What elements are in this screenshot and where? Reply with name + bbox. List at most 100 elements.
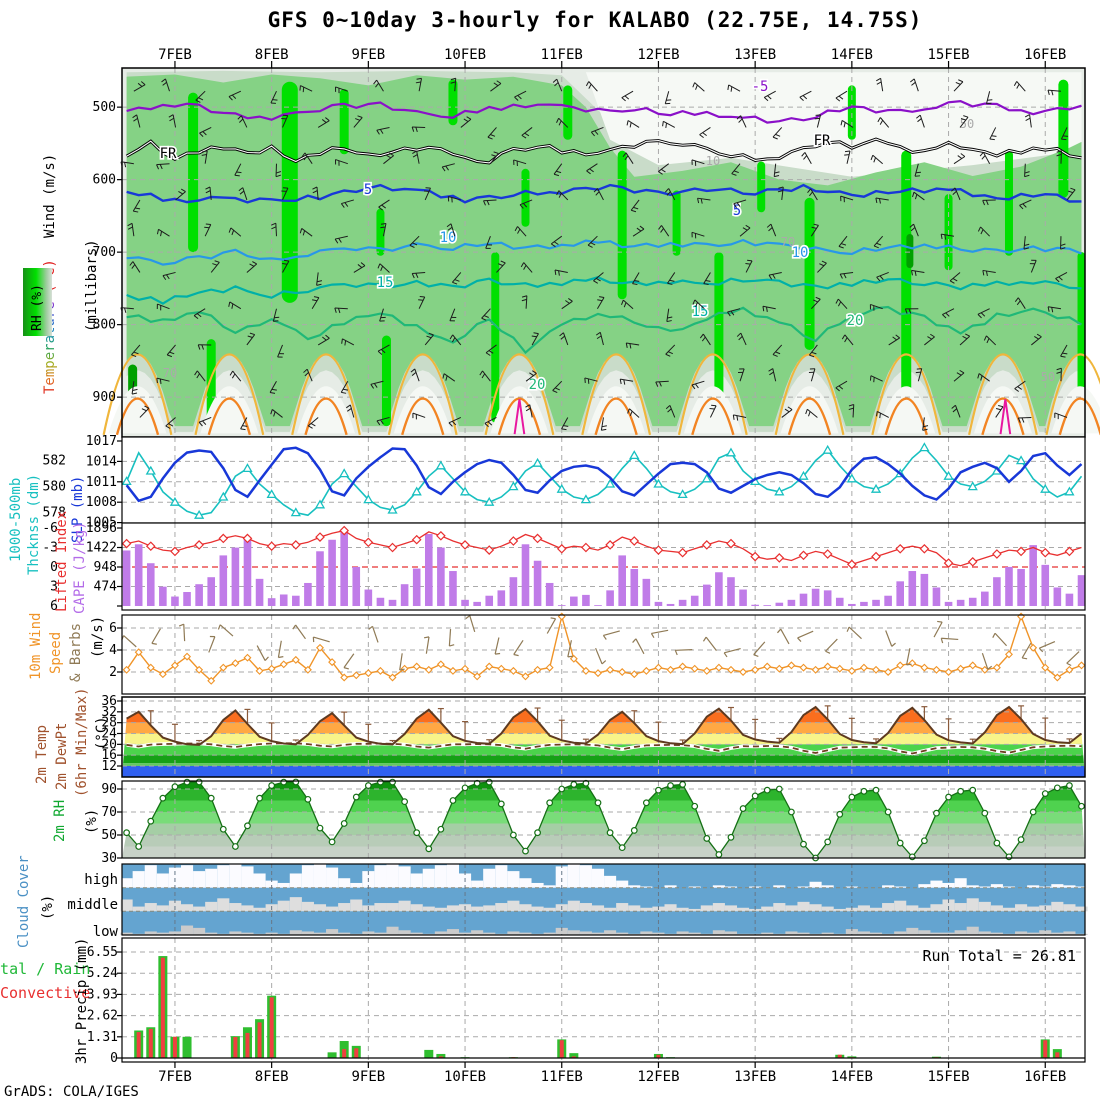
chart-text: 580 [43,480,66,495]
axis-label-millibars: (millibars) [84,239,100,332]
chart-text: 30 [101,851,117,866]
chart-text: 1896 [86,521,117,536]
slp-thickness-panel: 1017 1014 1011 1008 1005 582 580 578 [43,434,1086,531]
rh-legend-swatch: RH (%) [23,268,52,336]
chart-text: 14FEB [831,1069,873,1085]
chart-text: 500 [93,100,116,115]
chart-text: 70 [163,366,177,380]
chart-text: 50 [1041,370,1055,384]
chart-text: 12FEB [637,47,679,63]
chart-text: middle [67,897,118,913]
axis-label-cloud: Cloud Cover [16,855,32,948]
chart-text: 948 [94,560,117,575]
chart-text: 5.24 [87,966,118,981]
chart-text: 16 [101,748,117,763]
chart-text: 50 [101,828,117,843]
chart-text: 15 [377,275,394,291]
axis-label-t2m-unit: (°C) [94,716,110,750]
chart-text: 36 [101,694,117,709]
axis-label-rh2m-unit: (%) [84,808,100,834]
chart-text: 20 [101,737,117,752]
axis-label-precip: 3hr Precip (mm) [74,937,90,1064]
chart-text: 1017 [86,434,117,449]
chart-text: 9FEB [351,1069,385,1085]
cloud-cover-panel: high middle low [67,863,1088,940]
chart-text: 0 [110,1051,118,1066]
chart-text: 800 [93,318,116,333]
axis-label-t2m: 2m Temp [34,724,50,784]
chart-text: 15FEB [927,47,969,63]
chart-text: 13FEB [734,47,776,63]
grads-credit: GrADS: COLA/IGES [4,1084,139,1100]
chart-text: 14FEB [831,47,873,63]
chart-text: 474 [94,580,118,595]
chart-text: low [93,924,119,940]
chart-text: 15 [692,304,709,320]
axis-label-wind10-1: 10m Wind [28,612,44,680]
upper-wind-barbs [120,77,1076,431]
chart-text: 9FEB [351,47,385,63]
chart-text: 10 [706,154,720,168]
chart-text: 1011 [86,475,117,490]
chart-text: 8FEB [255,47,289,63]
chart-text: 20 [529,377,546,393]
chart-text: 2 [109,665,117,680]
chart-text: 4 [109,643,117,658]
chart-text: high [84,872,118,888]
chart-text: -6 [42,521,58,536]
chart-text: 2.62 [87,1009,118,1024]
chart-text: -3 [42,541,58,556]
chart-text: 6 [109,621,117,636]
axis-label-lifted-index: Lifted Index [54,510,70,612]
chart-text: 10 [440,230,457,246]
chart-text: 1014 [86,454,117,469]
wind10-panel: 6 4 2 [109,612,1086,695]
chart-text: 70 [781,235,795,249]
chart-text: 3.93 [87,987,118,1002]
page-title: GFS 0~10day 3-hourly for KALABO (22.75E,… [267,8,923,32]
chart-text: 1005 [86,516,117,531]
chart-text: 12FEB [637,1069,679,1085]
chart-text: 11FEB [541,1069,583,1085]
axis-label-thickness-1: 1000-500mb [8,477,24,562]
legend-convective: Convective [0,984,91,1002]
chart-text: 15FEB [927,1069,969,1085]
date-axis: 7FEB 7FEB 8FEB 8FEB 9FEB 9FEB 10FEB 10FEB 11FEB 1… [158,47,1066,1085]
chart-text: 5 [733,203,741,219]
chart-text: 90 [101,782,117,797]
chart-text: 16FEB [1024,47,1066,63]
chart-text: 7FEB [158,47,192,63]
chart-text: 700 [93,245,116,260]
chart-text: 13FEB [734,1069,776,1085]
axis-label-minmax: (6hr Min/Max) [74,687,90,797]
chart-text: 50 [960,117,974,131]
axis-label-dewpt: 2m DewPt [54,722,70,790]
chart-text: 16FEB [1024,1069,1066,1085]
rh2m-panel: 90 70 50 30 [101,778,1086,866]
chart-text: 7FEB [158,1069,192,1085]
axis-label-cloud-unit: (%) [40,894,56,920]
axis-label-thickness-2: Thcknss (dm) [26,473,42,575]
chart-text: 10FEB [444,47,486,63]
chart-text: 24 [101,727,117,742]
chart-text: 70 [101,805,117,820]
chart-text: FR [160,146,177,162]
chart-text: 28 [101,716,117,731]
chart-text: 20 [847,313,864,329]
legend-total-rain: Total / Rain [0,960,91,978]
chart-text: -5 [752,79,769,95]
axis-label-wind10-unit: (m/s) [90,615,106,658]
chart-text: 11FEB [541,47,583,63]
chart-text: 600 [93,173,116,188]
chart-text: 578 [43,506,66,521]
chart-text: FR [814,133,831,149]
axis-label-wind10-3: & Barbs [68,622,84,682]
chart-text: 6 [50,599,58,614]
cape-li-panel: 1896 1422 948 474 -6 -3 0 3 6 [42,521,1086,614]
chart-text: 6.55 [87,945,118,960]
axis-label-wind-ms: Wind (m/s) [42,153,58,238]
axis-label-rh: RH (%) [30,284,45,331]
chart-text: 900 [93,390,116,405]
